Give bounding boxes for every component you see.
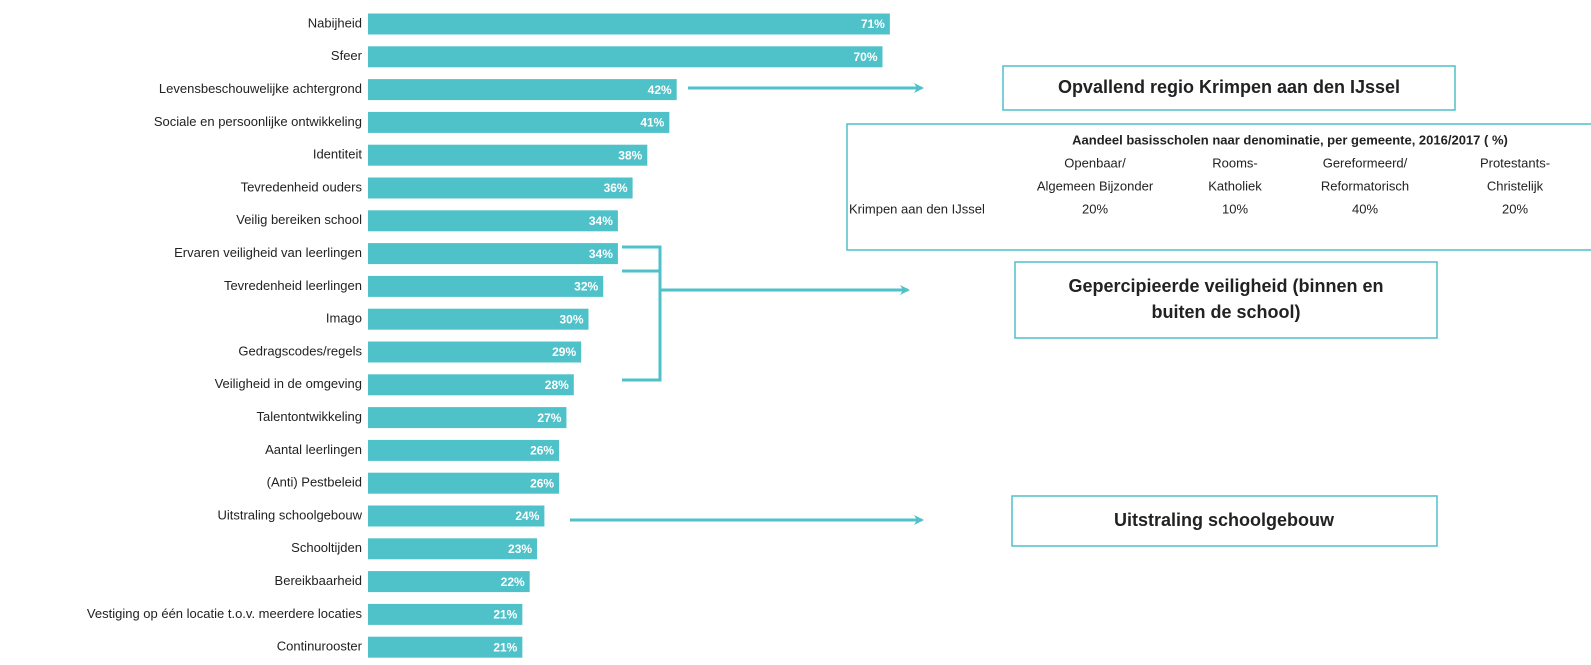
value-label: 34% <box>589 214 613 228</box>
value-label: 26% <box>530 444 554 458</box>
bar <box>368 46 883 68</box>
category-label: Bereikbaarheid <box>275 573 362 588</box>
bar <box>368 571 530 593</box>
bar <box>368 144 648 166</box>
value-label: 23% <box>508 542 532 556</box>
table-header: Protestants- <box>1480 155 1550 170</box>
table-header: Rooms- <box>1212 155 1258 170</box>
callout-text: buiten de school) <box>1151 302 1300 322</box>
value-label: 22% <box>501 575 525 589</box>
table-cell: 10% <box>1222 201 1248 216</box>
category-label: Uitstraling schoolgebouw <box>217 507 362 522</box>
value-label: 26% <box>530 476 554 490</box>
bar <box>368 79 677 101</box>
category-label: Sociale en persoonlijke ontwikkeling <box>154 114 362 129</box>
value-label: 34% <box>589 247 613 261</box>
value-label: 41% <box>640 116 664 130</box>
value-label: 71% <box>861 17 885 31</box>
table-cell: 40% <box>1352 201 1378 216</box>
bar <box>368 603 523 625</box>
table-header: Openbaar/ <box>1064 155 1126 170</box>
value-label: 70% <box>853 50 877 64</box>
table-header: Katholiek <box>1208 178 1262 193</box>
category-label: Tevredenheid leerlingen <box>224 278 362 293</box>
value-label: 30% <box>559 312 583 326</box>
bar <box>368 505 545 527</box>
value-label: 24% <box>515 509 539 523</box>
table-cell: 20% <box>1502 201 1528 216</box>
category-label: Imago <box>326 311 362 326</box>
category-label: Identiteit <box>313 147 363 162</box>
bar <box>368 210 618 232</box>
value-label: 27% <box>537 411 561 425</box>
category-label: Tevredenheid ouders <box>241 179 363 194</box>
category-label: Veiligheid in de omgeving <box>215 376 362 391</box>
category-label: Aantal leerlingen <box>265 442 362 457</box>
table-title: Aandeel basisscholen naar denominatie, p… <box>1072 132 1508 147</box>
category-label: Levensbeschouwelijke achtergrond <box>159 81 362 96</box>
bar <box>368 341 582 363</box>
category-label: (Anti) Pestbeleid <box>267 475 362 490</box>
category-label: Sfeer <box>331 48 363 63</box>
bar <box>368 538 538 560</box>
bar <box>368 439 560 461</box>
category-label: Nabijheid <box>308 15 362 30</box>
table-header: Reformatorisch <box>1321 178 1409 193</box>
value-label: 38% <box>618 148 642 162</box>
table-header: Gereformeerd/ <box>1323 155 1408 170</box>
value-label: 21% <box>493 640 517 654</box>
bar <box>368 111 670 133</box>
value-label: 42% <box>648 83 672 97</box>
callout-box <box>1014 261 1438 339</box>
category-label: Continurooster <box>277 639 363 654</box>
table-border <box>846 123 1591 251</box>
table-header: Christelijk <box>1487 178 1544 193</box>
category-label: Vestiging op één locatie t.o.v. meerdere… <box>87 606 363 621</box>
bar <box>368 407 567 429</box>
callout-text: Gepercipieerde veiligheid (binnen en <box>1068 276 1383 296</box>
category-label: Schooltijden <box>291 540 362 555</box>
callout-text: Opvallend regio Krimpen aan den IJssel <box>1058 77 1400 97</box>
bar <box>368 636 523 658</box>
table-header: Algemeen Bijzonder <box>1037 178 1154 193</box>
value-label: 32% <box>574 280 598 294</box>
bar <box>368 275 604 297</box>
bar <box>368 308 589 330</box>
bracket <box>622 245 662 382</box>
category-label: Gedragscodes/regels <box>238 343 362 358</box>
callout-box <box>1011 495 1438 547</box>
value-label: 28% <box>545 378 569 392</box>
value-label: 36% <box>604 181 628 195</box>
category-label: Ervaren veiligheid van leerlingen <box>174 245 362 260</box>
table-cell: 20% <box>1082 201 1108 216</box>
callout-box <box>1002 65 1456 111</box>
value-label: 29% <box>552 345 576 359</box>
bar <box>368 243 618 265</box>
bar <box>368 13 890 35</box>
value-label: 21% <box>493 608 517 622</box>
bar <box>368 177 633 199</box>
bar <box>368 374 574 396</box>
bar <box>368 472 560 494</box>
category-label: Talentontwikkeling <box>256 409 362 424</box>
callout-text: Uitstraling schoolgebouw <box>1114 510 1335 530</box>
category-label: Veilig bereiken school <box>236 212 362 227</box>
table-row-label: Krimpen aan den IJssel <box>849 201 985 216</box>
